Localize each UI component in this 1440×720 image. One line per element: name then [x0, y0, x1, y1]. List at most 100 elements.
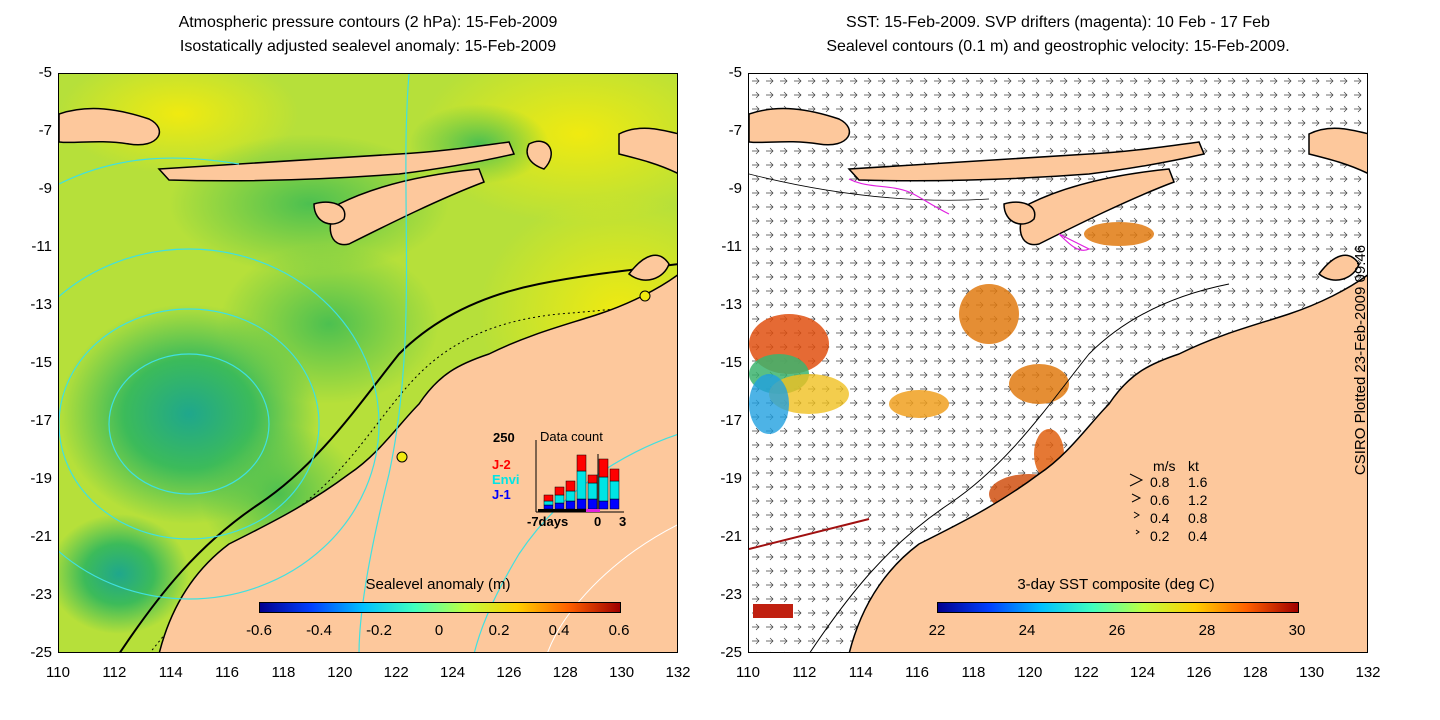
velocity-legend-ms-value: 0.6 [1150, 492, 1170, 508]
lat-tick-label: -5 [728, 64, 742, 81]
velocity-header-kt: kt [1188, 458, 1199, 474]
lon-tick-label: 122 [383, 664, 409, 681]
lon-tick-label: 120 [327, 664, 353, 681]
lon-tick-label: 128 [552, 664, 578, 681]
velocity-header-ms: m/s [1153, 458, 1176, 474]
sst-colorbar-tick: 26 [1108, 622, 1126, 639]
left-title-line2: Isostatically adjusted sealevel anomaly:… [179, 38, 557, 55]
sst-colorbar-tick: 28 [1198, 622, 1216, 639]
lat-tick-label: -17 [30, 412, 52, 429]
lon-tick-label: 128 [1242, 664, 1268, 681]
lat-tick-label: -7 [38, 122, 52, 139]
data-count-bar-envi [543, 500, 554, 506]
lat-tick-label: -13 [30, 296, 52, 313]
left-colorbar-label: Sealevel anomaly (m) [365, 576, 511, 593]
lon-tick-label: 112 [102, 664, 127, 681]
data-count-bar-j2 [598, 458, 609, 478]
velocity-legend-kt-value: 0.8 [1188, 510, 1208, 526]
data-count-bar-envi [565, 490, 576, 502]
data-count-bar-j1 [587, 498, 598, 510]
lon-tick-label: 110 [46, 664, 70, 681]
data-count-bar-j2 [587, 474, 598, 484]
inset-ymax-label: 250 [493, 430, 515, 445]
sealevel-colorbar-tick: -0.2 [366, 622, 392, 639]
lon-tick-label: 118 [271, 664, 296, 681]
plot-credit: CSIRO Plotted 23-Feb-2009 09:46 [1352, 244, 1369, 476]
data-count-bar-j1 [565, 500, 576, 510]
right-title-line2: Sealevel contours (0.1 m) and geostrophi… [826, 38, 1290, 55]
sst-colorbar-tick: 30 [1288, 622, 1306, 639]
data-count-bar-j2 [543, 494, 554, 502]
lon-tick-label: 130 [1299, 664, 1325, 681]
lon-tick-label: 116 [905, 664, 930, 681]
lat-tick-label: -5 [38, 64, 52, 81]
lat-tick-label: -21 [720, 528, 742, 545]
sealevel-map-canvas [59, 74, 677, 652]
lat-tick-label: -21 [30, 528, 52, 545]
sealevel-colorbar [259, 602, 621, 613]
lat-tick-label: -19 [30, 470, 52, 487]
data-count-bar-envi [598, 476, 609, 502]
data-count-bar-envi [587, 482, 598, 500]
sealevel-colorbar-tick: -0.6 [246, 622, 272, 639]
sst-map-canvas [749, 74, 1367, 652]
velocity-legend-kt-value: 1.6 [1188, 474, 1208, 490]
inset-legend-j2: J-2 [492, 457, 511, 472]
sealevel-anomaly-map [58, 73, 678, 653]
sealevel-colorbar-tick: 0.2 [488, 622, 510, 639]
data-count-bar-j2 [565, 480, 576, 492]
left-title-line1: Atmospheric pressure contours (2 hPa): 1… [178, 14, 558, 31]
lon-tick-label: 110 [736, 664, 760, 681]
lon-tick-label: 126 [496, 664, 522, 681]
data-count-bar-j1 [609, 498, 620, 510]
velocity-legend-ms-value: 0.8 [1150, 474, 1170, 490]
sst-velocity-map [748, 73, 1368, 653]
lon-tick-label: 130 [609, 664, 635, 681]
data-count-bar-j2 [554, 486, 565, 496]
lon-tick-label: 122 [1073, 664, 1099, 681]
data-count-bar-j1 [554, 502, 565, 510]
data-count-bar-j1 [543, 504, 554, 510]
inset-x-mid-label: 0 [594, 514, 602, 529]
lat-tick-label: -9 [728, 180, 742, 197]
lon-tick-label: 118 [961, 664, 986, 681]
lat-tick-label: -15 [30, 354, 52, 371]
inset-x-right-label: 3 [619, 514, 627, 529]
velocity-legend-ms-value: 0.2 [1150, 528, 1170, 544]
lat-tick-label: -11 [721, 238, 742, 255]
lat-tick-label: -23 [720, 586, 742, 603]
data-count-inset [535, 440, 624, 513]
data-count-bar-envi [609, 480, 620, 500]
sealevel-colorbar-tick: 0.4 [548, 622, 570, 639]
sst-colorbar-tick: 22 [928, 622, 946, 639]
sst-colorbar [937, 602, 1299, 613]
lat-tick-label: -19 [720, 470, 742, 487]
inset-title: Data count [540, 429, 603, 444]
data-count-bar-j2 [576, 454, 587, 472]
data-count-bar-j1 [576, 498, 587, 510]
lat-tick-label: -13 [720, 296, 742, 313]
lat-tick-label: -17 [720, 412, 742, 429]
velocity-legend-kt-value: 0.4 [1188, 528, 1208, 544]
velocity-legend-ms-value: 0.4 [1150, 510, 1170, 526]
data-count-bar-envi [554, 494, 565, 504]
velocity-legend-kt-value: 1.2 [1188, 492, 1208, 508]
lon-tick-label: 112 [792, 664, 817, 681]
lon-tick-label: 114 [848, 664, 873, 681]
velocity-legend-arrows [1129, 473, 1144, 535]
inset-legend-envi: Envi [492, 472, 520, 487]
lat-tick-label: -11 [31, 238, 52, 255]
sst-colorbar-tick: 24 [1018, 622, 1036, 639]
lon-tick-label: 116 [215, 664, 240, 681]
lat-tick-label: -9 [38, 180, 52, 197]
sealevel-colorbar-tick: -0.4 [306, 622, 332, 639]
lon-tick-label: 114 [158, 664, 183, 681]
lat-tick-label: -7 [728, 122, 742, 139]
sealevel-colorbar-tick: 0.6 [608, 622, 630, 639]
right-title-line1: SST: 15-Feb-2009. SVP drifters (magenta)… [846, 14, 1270, 31]
lon-tick-label: 120 [1017, 664, 1043, 681]
sealevel-colorbar-tick: 0 [434, 622, 444, 639]
lon-tick-label: 132 [1355, 664, 1381, 681]
data-count-bar-envi [576, 470, 587, 500]
lat-tick-label: -23 [30, 586, 52, 603]
